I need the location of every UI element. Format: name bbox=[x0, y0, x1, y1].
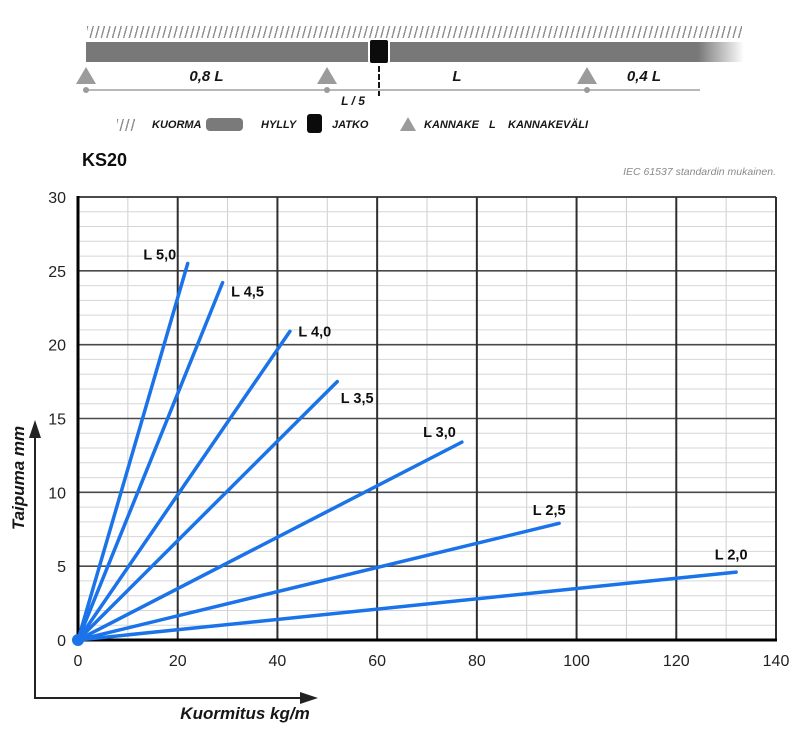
x-axis-arrowhead bbox=[300, 692, 318, 704]
series-label-L-5-0: L 5,0 bbox=[143, 248, 176, 264]
y-tick-label: 25 bbox=[48, 264, 66, 281]
dimension-dot-middle bbox=[324, 87, 330, 93]
chart-title: KS20 bbox=[82, 150, 128, 170]
dimension-dot-right bbox=[584, 87, 590, 93]
series-line-L-4-5 bbox=[76, 280, 225, 642]
support-triangle-right bbox=[577, 67, 597, 84]
x-tick-label: 40 bbox=[269, 653, 287, 670]
span-label-left: 0,8 L bbox=[189, 68, 224, 85]
support-triangle-middle bbox=[317, 67, 337, 84]
series-label-L-2-5: L 2,5 bbox=[533, 503, 566, 519]
legend-label-hylly: HYLLY bbox=[261, 119, 297, 131]
legend-letter-l: L bbox=[489, 119, 496, 131]
y-axis-arrowhead bbox=[29, 420, 41, 438]
series-line-L-2-0 bbox=[76, 570, 738, 642]
support-triangle-left bbox=[76, 67, 96, 84]
legend-square-swatch bbox=[307, 114, 322, 133]
y-tick-label: 10 bbox=[48, 485, 66, 502]
axis-arrow-line bbox=[34, 430, 302, 699]
joint-offset-label: L / 5 bbox=[341, 94, 365, 108]
y-tick-label: 20 bbox=[48, 338, 66, 355]
x-axis-title: Kuormitus kg/m bbox=[180, 704, 309, 723]
load-hatch-band bbox=[87, 26, 742, 38]
x-tick-label: 0 bbox=[74, 653, 83, 670]
series-label-L-3-0: L 3,0 bbox=[423, 425, 456, 441]
legend-label-kannakevali: KANNAKEVÄLI bbox=[508, 119, 589, 131]
x-tick-label: 80 bbox=[468, 653, 486, 670]
legend-bar-swatch bbox=[206, 118, 243, 131]
x-tick-label: 100 bbox=[563, 653, 590, 670]
legend-label-kuorma: KUORMA bbox=[152, 119, 202, 131]
series-label-L-4-0: L 4,0 bbox=[298, 324, 331, 340]
joint-square bbox=[368, 38, 390, 65]
legend-label-kannake: KANNAKE bbox=[424, 119, 479, 131]
series-line-L-3-5 bbox=[76, 379, 340, 642]
series-line-L-5-0 bbox=[76, 261, 190, 642]
legend-label-jatko: JATKO bbox=[332, 119, 369, 131]
x-tick-label: 120 bbox=[663, 653, 690, 670]
dimension-line bbox=[86, 89, 700, 91]
dimension-dot-left bbox=[83, 87, 89, 93]
span-label-right: 0,4 L bbox=[626, 68, 662, 85]
span-label-middle: L bbox=[452, 68, 462, 85]
joint-dashed-line bbox=[378, 66, 380, 96]
series-line-L-3-0 bbox=[76, 440, 464, 642]
y-tick-label: 30 bbox=[48, 190, 66, 207]
series-line-L-2-5 bbox=[76, 521, 561, 642]
chart-standard-note: IEC 61537 standardin mukainen. bbox=[623, 166, 776, 178]
series-label-L-3-5: L 3,5 bbox=[341, 391, 374, 407]
y-tick-label: 0 bbox=[57, 633, 66, 650]
legend-triangle-swatch bbox=[400, 117, 416, 131]
shelf-beam-bar bbox=[86, 42, 748, 62]
legend-hatch-swatch bbox=[117, 119, 135, 131]
y-tick-label: 15 bbox=[48, 412, 66, 429]
series-label-L-2-0: L 2,0 bbox=[715, 547, 748, 563]
x-tick-label: 20 bbox=[169, 653, 187, 670]
x-tick-label: 60 bbox=[368, 653, 386, 670]
y-tick-label: 5 bbox=[57, 559, 66, 576]
origin-dot bbox=[72, 634, 84, 646]
x-tick-label: 140 bbox=[763, 653, 790, 670]
series-label-L-4-5: L 4,5 bbox=[231, 285, 264, 301]
series-line-L-4-0 bbox=[76, 329, 292, 642]
y-axis-title: Taipuma mm bbox=[9, 426, 28, 530]
